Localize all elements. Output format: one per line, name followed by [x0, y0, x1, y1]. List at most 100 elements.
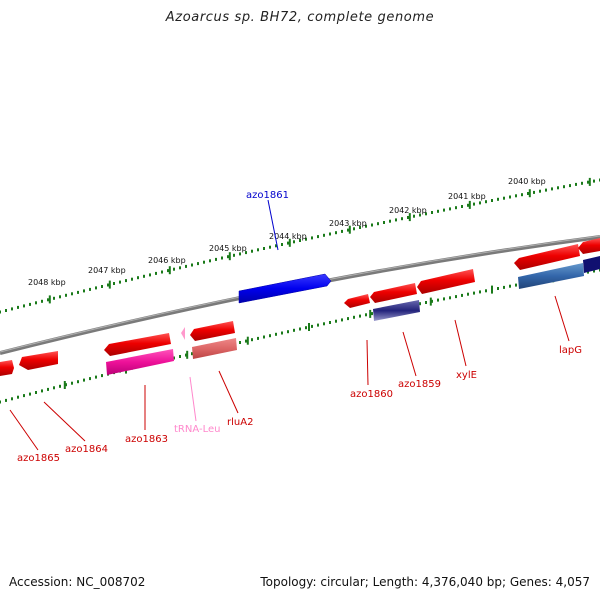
- minor-tick: [83, 378, 85, 382]
- minor-tick: [47, 298, 49, 302]
- minor-tick: [353, 227, 355, 231]
- minor-tick: [563, 185, 565, 189]
- callout-line-lapG: [554, 295, 570, 342]
- gene-azo1863[interactable]: [106, 349, 174, 375]
- minor-tick: [467, 203, 469, 207]
- minor-tick: [155, 271, 157, 275]
- minor-tick: [347, 228, 349, 232]
- minor-tick: [485, 289, 487, 293]
- minor-tick: [125, 279, 127, 283]
- minor-tick: [119, 280, 121, 284]
- gene-azo1861[interactable]: [238, 273, 332, 304]
- label-trna-leu[interactable]: tRNA-Leu: [174, 424, 220, 435]
- gene-azo1865[interactable]: [19, 351, 58, 370]
- minor-tick: [557, 186, 559, 190]
- minor-tick: [257, 248, 259, 252]
- minor-tick: [383, 221, 385, 224]
- minor-tick: [299, 239, 301, 242]
- minor-tick: [581, 181, 583, 185]
- minor-tick: [305, 237, 307, 241]
- tick-label-2043: 2043 kbp: [329, 219, 367, 228]
- minor-tick: [65, 293, 67, 297]
- label-xylE[interactable]: xylE: [456, 370, 477, 381]
- minor-tick: [281, 331, 283, 335]
- label-lapG[interactable]: lapG: [559, 345, 582, 356]
- minor-tick: [443, 297, 445, 301]
- outer-tick-track: [0, 177, 600, 314]
- gene-rluA2[interactable]: [192, 338, 237, 359]
- minor-tick: [5, 398, 7, 402]
- minor-tick: [497, 197, 499, 201]
- minor-tick: [491, 199, 493, 202]
- minor-tick: [407, 216, 409, 219]
- tick-label-2046: 2046 kbp: [148, 256, 186, 265]
- gene-left-edge[interactable]: [0, 360, 14, 376]
- tick-label-2040: 2040 kbp: [508, 177, 546, 186]
- gene-azo1859[interactable]: [373, 300, 420, 321]
- minor-tick: [77, 380, 79, 384]
- minor-tick: [329, 321, 331, 324]
- major-tick: [48, 295, 51, 304]
- major-tick: [308, 323, 310, 331]
- minor-tick: [437, 298, 439, 302]
- minor-tick: [473, 202, 475, 206]
- minor-tick: [461, 293, 463, 297]
- minor-tick: [269, 245, 271, 249]
- minor-tick: [341, 229, 343, 233]
- label-azo1860[interactable]: azo1860: [350, 389, 393, 400]
- minor-tick: [131, 277, 133, 281]
- minor-tick: [419, 213, 421, 217]
- gene-azo1864[interactable]: [104, 333, 171, 356]
- minor-tick: [35, 301, 37, 305]
- minor-tick: [53, 296, 55, 300]
- callout-line-xylE: [454, 319, 467, 367]
- label-azo1859[interactable]: azo1859: [398, 379, 441, 390]
- minor-tick: [413, 214, 415, 218]
- label-azo1861[interactable]: azo1861: [246, 190, 289, 201]
- minor-tick: [455, 295, 457, 299]
- minor-tick: [287, 241, 289, 245]
- gene-azo1860[interactable]: [344, 294, 370, 308]
- gene-lapG-upper[interactable]: [514, 244, 580, 270]
- gene-trna-leu[interactable]: [181, 327, 185, 340]
- minor-tick: [65, 383, 67, 387]
- minor-tick: [323, 233, 325, 237]
- gene-azo1859-upper[interactable]: [370, 283, 417, 303]
- minor-tick: [311, 324, 313, 328]
- minor-tick: [41, 389, 43, 393]
- minor-tick: [593, 269, 595, 273]
- minor-tick: [431, 211, 433, 214]
- gene-rluA2-upper[interactable]: [190, 321, 235, 341]
- minor-tick: [341, 318, 343, 322]
- minor-tick: [11, 397, 13, 401]
- minor-tick: [191, 352, 193, 356]
- minor-tick: [185, 353, 187, 357]
- minor-tick: [449, 296, 451, 300]
- tick-label-2044: 2044 kbp: [269, 232, 307, 241]
- minor-tick: [233, 253, 235, 257]
- minor-tick: [23, 304, 25, 308]
- gene-xylE[interactable]: [417, 269, 475, 294]
- minor-tick: [449, 207, 451, 211]
- minor-tick: [377, 222, 379, 226]
- minor-tick: [551, 187, 553, 191]
- label-azo1865[interactable]: azo1865: [17, 453, 60, 464]
- minor-tick: [185, 264, 187, 268]
- label-azo1863[interactable]: azo1863: [125, 434, 168, 445]
- minor-tick: [317, 323, 319, 327]
- minor-tick: [305, 326, 307, 330]
- label-rluA2[interactable]: rluA2: [227, 417, 253, 428]
- gene-lapG[interactable]: [518, 263, 584, 289]
- minor-tick: [443, 208, 445, 212]
- minor-tick: [95, 286, 97, 290]
- gene-right-edge-lower[interactable]: [583, 256, 600, 273]
- minor-tick: [425, 301, 427, 304]
- label-azo1864[interactable]: azo1864: [65, 444, 108, 455]
- gene-right-edge-upper[interactable]: [578, 238, 600, 254]
- callout-line-rluA2: [218, 370, 239, 414]
- minor-tick: [299, 327, 301, 331]
- callout-line-trna-leu: [189, 376, 197, 422]
- minor-tick: [425, 212, 427, 216]
- minor-tick: [467, 292, 469, 296]
- major-tick: [468, 200, 471, 209]
